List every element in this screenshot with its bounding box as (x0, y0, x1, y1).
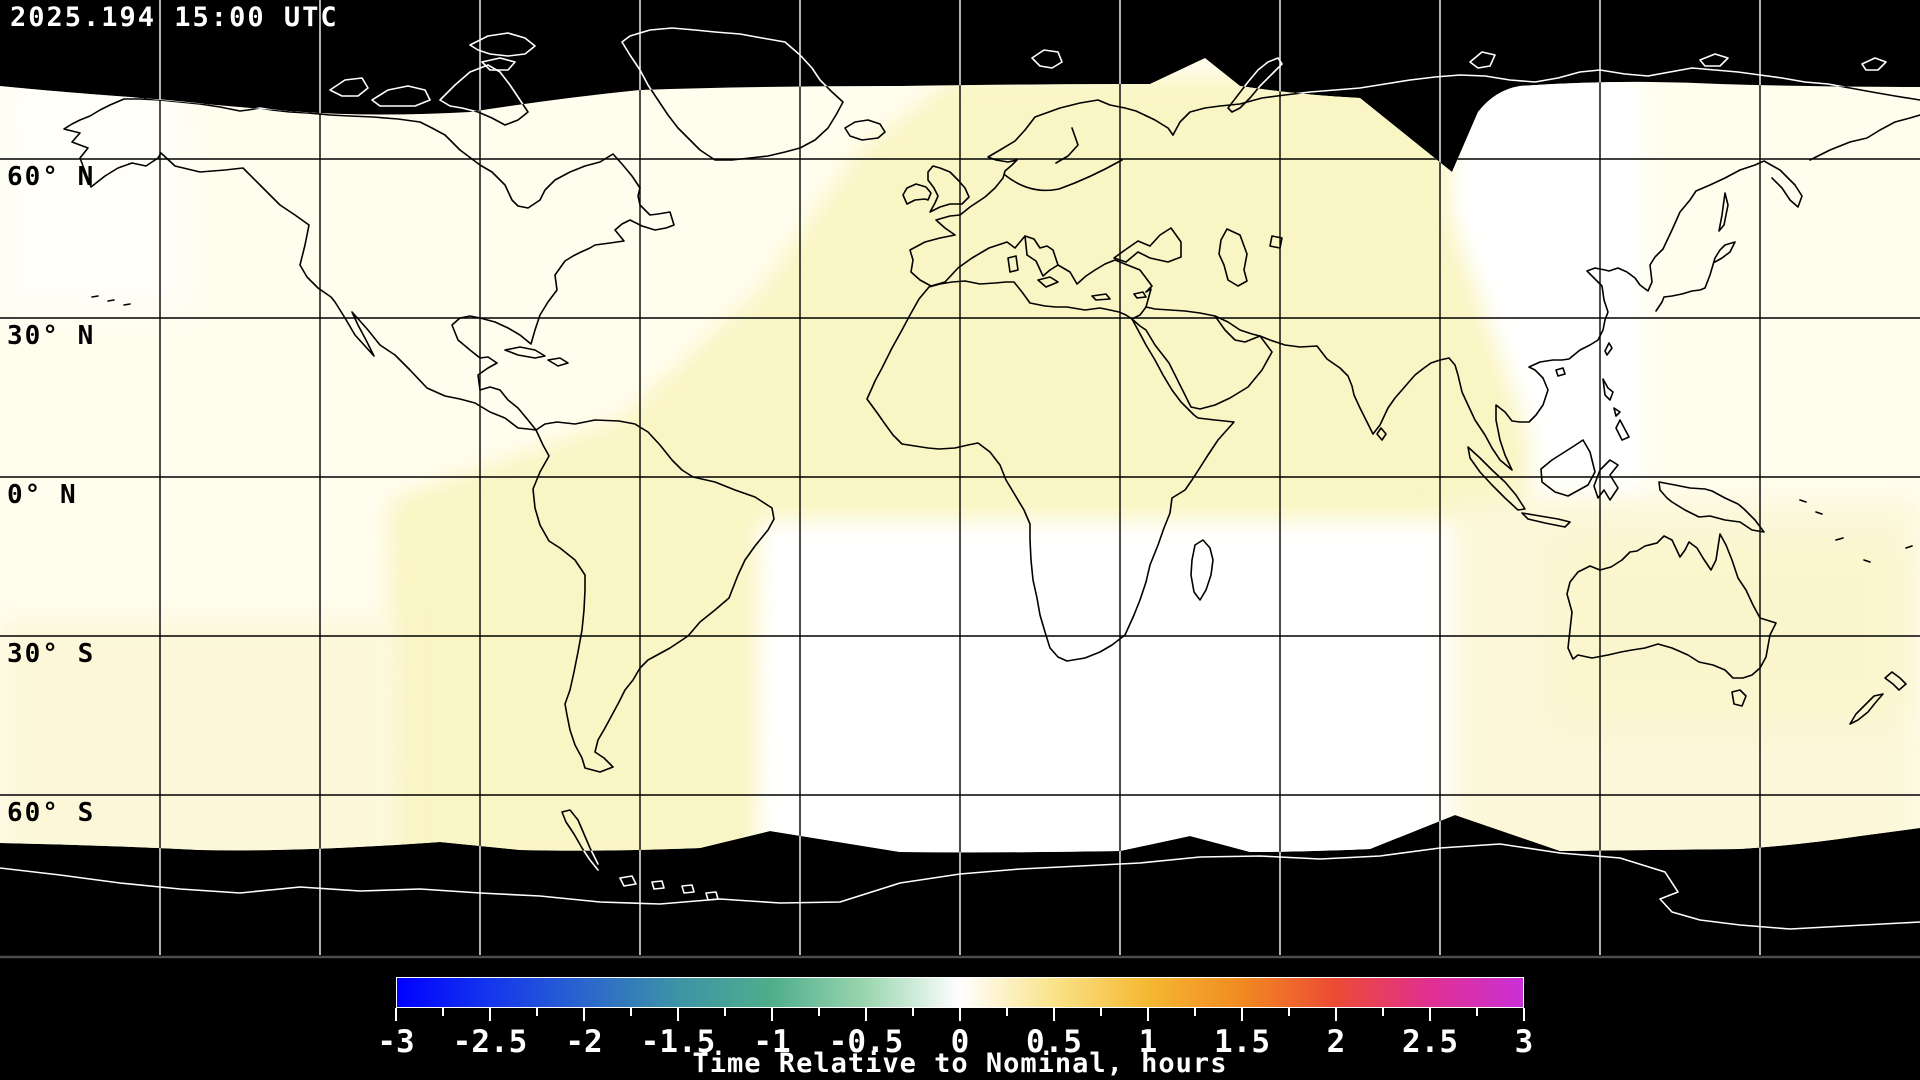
tick-label: -2 (565, 1024, 603, 1060)
tick-label: -1.5 (640, 1024, 716, 1060)
swath-yellow-australia (1560, 540, 1900, 720)
major-tick (1335, 1008, 1337, 1021)
latitude-gridlines (0, 158, 1920, 796)
tick-label: 1 (1138, 1024, 1158, 1060)
major-tick (1429, 1008, 1431, 1021)
tick-label: -0.5 (828, 1024, 904, 1060)
lat-label-0n: 0° N (7, 480, 78, 510)
tick-label: 1.5 (1214, 1024, 1270, 1060)
swath-yellow-southwest (0, 620, 392, 853)
tick-label: 2 (1326, 1024, 1346, 1060)
lat-label-30s: 30° S (7, 639, 96, 669)
swath-white-south-central (748, 498, 1460, 853)
major-tick (1241, 1008, 1243, 1021)
major-tick (959, 1008, 961, 1021)
colorbar-title: Time Relative to Nominal, hours (692, 1048, 1228, 1079)
minor-tick (818, 1008, 820, 1016)
tick-label: 2.5 (1402, 1024, 1458, 1060)
data-region (0, 58, 1920, 853)
tick-label: -2.5 (452, 1024, 528, 1060)
lat-label-60n: 60° N (7, 162, 96, 192)
colorbar: -3 -2.5 -2 -1.5 -1 -0.5 0 0.5 1 1.5 2 2.… (377, 977, 1533, 1060)
tick-label: 0 (950, 1024, 970, 1060)
tick-label: 0.5 (1025, 1024, 1082, 1060)
major-tick (1147, 1008, 1149, 1021)
minor-tick (724, 1008, 726, 1016)
major-tick (489, 1008, 491, 1021)
tick-label: 3 (1514, 1024, 1534, 1060)
major-tick (1053, 1008, 1055, 1021)
minor-tick (1382, 1008, 1384, 1016)
minor-tick (1006, 1008, 1008, 1016)
colorbar-gradient (396, 977, 1524, 1008)
tick-label: -3 (377, 1024, 415, 1060)
timestamp: 2025.194 15:00 UTC (10, 2, 339, 33)
lat-label-30n: 30° N (7, 321, 96, 351)
minor-tick (912, 1008, 914, 1016)
lat-label-60s: 60° S (7, 798, 96, 828)
minor-tick (630, 1008, 632, 1016)
minor-tick (1476, 1008, 1478, 1016)
major-tick (771, 1008, 773, 1021)
minor-tick (1288, 1008, 1290, 1016)
swath-white-left-edge (0, 70, 185, 310)
colorbar-tick-labels: -3 -2.5 -2 -1.5 -1 -0.5 0 0.5 1 1.5 2 2.… (377, 1022, 1533, 1060)
major-tick (865, 1008, 867, 1021)
minor-tick (1100, 1008, 1102, 1016)
minor-tick (536, 1008, 538, 1016)
colorbar-ticks (395, 1008, 1525, 1022)
major-tick (1523, 1008, 1525, 1021)
major-tick (583, 1008, 585, 1021)
major-tick (395, 1008, 397, 1021)
minor-tick (1194, 1008, 1196, 1016)
minor-tick (442, 1008, 444, 1016)
swath-yellow-main (388, 78, 1530, 853)
major-tick (677, 1008, 679, 1021)
world-map (0, 0, 1920, 960)
tick-label: -1 (753, 1024, 791, 1060)
